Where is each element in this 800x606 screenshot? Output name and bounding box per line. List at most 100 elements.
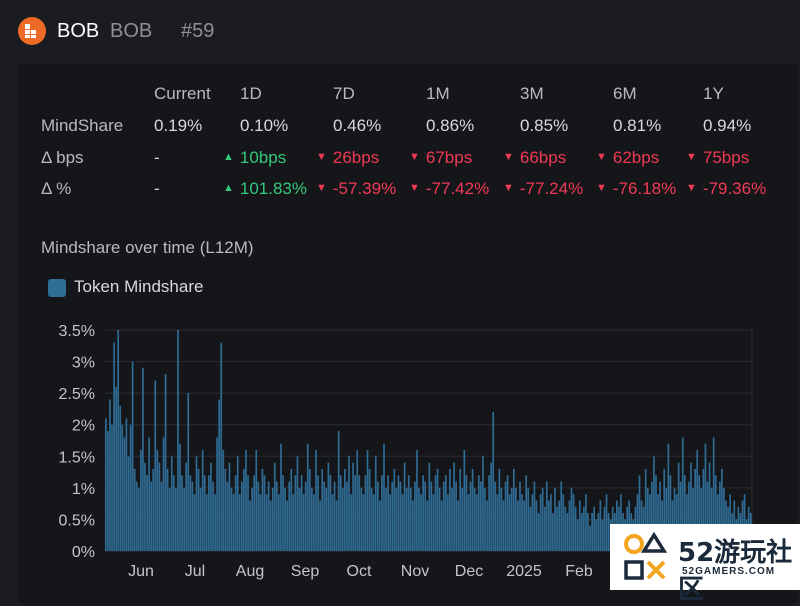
- chart-bar[interactable]: [471, 468, 474, 551]
- chart-bar[interactable]: [224, 468, 227, 551]
- chart-bar[interactable]: [294, 475, 297, 551]
- chart-bar[interactable]: [117, 330, 120, 551]
- chart-bar[interactable]: [218, 399, 220, 551]
- chart-bar[interactable]: [580, 513, 583, 551]
- chart-bar[interactable]: [566, 513, 569, 551]
- chart-bar[interactable]: [203, 475, 206, 551]
- chart-bar[interactable]: [123, 437, 126, 551]
- chart-bar[interactable]: [418, 487, 420, 551]
- chart-bar[interactable]: [131, 361, 134, 551]
- chart-bar[interactable]: [545, 481, 548, 551]
- chart-bar[interactable]: [261, 468, 264, 551]
- chart-bar[interactable]: [677, 462, 680, 551]
- chart-bar[interactable]: [158, 462, 161, 551]
- chart-bar[interactable]: [191, 481, 194, 551]
- chart-bar[interactable]: [475, 494, 478, 551]
- chart-bar[interactable]: [412, 500, 414, 551]
- chart-bar[interactable]: [447, 494, 449, 551]
- chart-bar[interactable]: [381, 475, 383, 551]
- chart-bar[interactable]: [187, 393, 190, 551]
- chart-bar[interactable]: [152, 468, 155, 551]
- chart-bar[interactable]: [562, 494, 565, 551]
- chart-bar[interactable]: [111, 424, 113, 551]
- chart-bar[interactable]: [278, 494, 280, 551]
- chart-bar[interactable]: [339, 475, 342, 551]
- chart-bar[interactable]: [105, 418, 107, 551]
- chart-bar[interactable]: [146, 475, 148, 551]
- chart-bar[interactable]: [389, 494, 392, 551]
- chart-bar[interactable]: [723, 487, 725, 551]
- chart-bar[interactable]: [160, 481, 163, 551]
- chart-bar[interactable]: [556, 506, 558, 551]
- chart-bar[interactable]: [451, 487, 453, 551]
- chart-bar[interactable]: [620, 494, 622, 551]
- chart-bar[interactable]: [434, 475, 437, 551]
- chart-bar[interactable]: [230, 487, 233, 551]
- chart-bar[interactable]: [271, 487, 274, 551]
- chart-bar[interactable]: [220, 342, 223, 551]
- chart-bar[interactable]: [416, 449, 418, 551]
- chart-bar[interactable]: [201, 449, 204, 551]
- chart-bar[interactable]: [249, 500, 251, 551]
- chart-bar[interactable]: [463, 449, 466, 551]
- chart-bar[interactable]: [168, 487, 171, 551]
- chart-bar[interactable]: [393, 468, 396, 551]
- chart-bar[interactable]: [401, 494, 404, 551]
- chart-bar[interactable]: [593, 506, 596, 551]
- chart-bar[interactable]: [142, 367, 144, 551]
- chart-bar[interactable]: [292, 494, 295, 551]
- chart-bar[interactable]: [488, 475, 490, 551]
- chart-bar[interactable]: [335, 500, 338, 551]
- chart-bar[interactable]: [552, 513, 554, 551]
- chart-bar[interactable]: [504, 481, 507, 551]
- chart-bar[interactable]: [251, 487, 253, 551]
- chart-bar[interactable]: [208, 475, 210, 551]
- chart-bar[interactable]: [133, 468, 136, 551]
- chart-bar[interactable]: [341, 487, 344, 551]
- chart-bar[interactable]: [527, 487, 530, 551]
- chart-bar[interactable]: [550, 494, 552, 551]
- chart-bar[interactable]: [729, 494, 731, 551]
- chart-bar[interactable]: [344, 468, 346, 551]
- chart-bar[interactable]: [222, 449, 225, 551]
- chart-bar[interactable]: [686, 494, 688, 551]
- chart-bar[interactable]: [119, 405, 122, 551]
- chart-bar[interactable]: [541, 487, 544, 551]
- chart-bar[interactable]: [407, 475, 410, 551]
- chart-bar[interactable]: [570, 487, 573, 551]
- chart-bar[interactable]: [205, 494, 208, 551]
- chart-bar[interactable]: [366, 449, 369, 551]
- chart-bar[interactable]: [453, 462, 455, 551]
- chart-bar[interactable]: [148, 437, 150, 551]
- chart-bar[interactable]: [521, 494, 523, 551]
- chart-bar[interactable]: [657, 494, 659, 551]
- chart-bar[interactable]: [560, 481, 563, 551]
- chart-bar[interactable]: [325, 487, 328, 551]
- chart-bar[interactable]: [646, 487, 649, 551]
- chart-bar[interactable]: [405, 487, 408, 551]
- chart-bar[interactable]: [459, 468, 462, 551]
- chart-bar[interactable]: [523, 500, 525, 551]
- chart-bar[interactable]: [638, 475, 641, 551]
- chart-bar[interactable]: [240, 481, 243, 551]
- chart-bar[interactable]: [331, 494, 334, 551]
- legend-label[interactable]: Token Mindshare: [74, 277, 204, 296]
- chart-bar[interactable]: [234, 475, 237, 551]
- chart-bar[interactable]: [337, 431, 340, 551]
- chart-bar[interactable]: [698, 475, 701, 551]
- chart-bar[interactable]: [162, 437, 165, 551]
- chart-bar[interactable]: [185, 462, 188, 551]
- chart-bar[interactable]: [269, 500, 272, 551]
- chart-bar[interactable]: [306, 443, 309, 551]
- chart-bar[interactable]: [210, 462, 212, 551]
- chart-bar[interactable]: [492, 412, 495, 551]
- chart-bar[interactable]: [243, 468, 245, 551]
- chart-bar[interactable]: [115, 386, 117, 551]
- chart-bar[interactable]: [267, 481, 270, 551]
- chart-bar[interactable]: [498, 468, 501, 551]
- chart-bar[interactable]: [675, 494, 678, 551]
- chart-bar[interactable]: [589, 525, 591, 551]
- chart-bar[interactable]: [300, 475, 303, 551]
- chart-bar[interactable]: [679, 481, 682, 551]
- chart-bar[interactable]: [684, 475, 686, 551]
